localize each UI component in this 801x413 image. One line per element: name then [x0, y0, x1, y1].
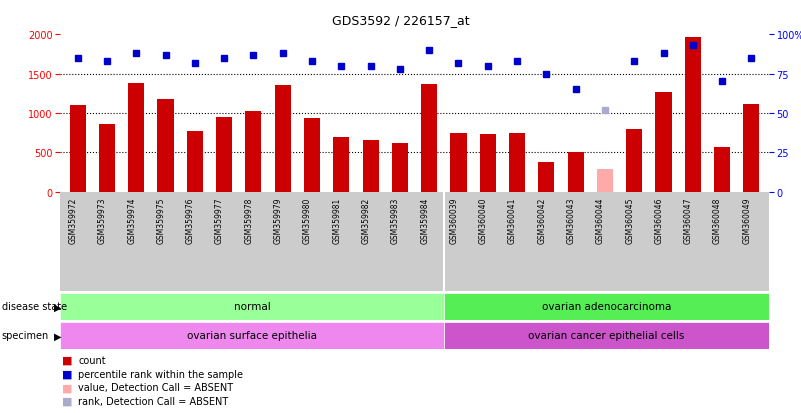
Text: GSM360039: GSM360039: [449, 197, 458, 243]
Bar: [655, 93, 671, 192]
Text: ovarian adenocarcinoma: ovarian adenocarcinoma: [541, 301, 671, 312]
Text: GSM360040: GSM360040: [479, 197, 488, 243]
Bar: [275, 86, 291, 192]
Text: GSM359983: GSM359983: [391, 197, 400, 243]
Bar: [245, 112, 261, 192]
Bar: [70, 106, 86, 192]
Text: GSM360049: GSM360049: [743, 197, 751, 243]
Text: normal: normal: [234, 301, 271, 312]
Text: ▶: ▶: [54, 301, 62, 312]
Text: GDS3592 / 226157_at: GDS3592 / 226157_at: [332, 14, 469, 27]
Bar: [685, 38, 701, 192]
Bar: [421, 85, 437, 192]
Text: GSM359984: GSM359984: [421, 197, 429, 243]
Text: GSM359975: GSM359975: [156, 197, 166, 243]
Text: GSM360043: GSM360043: [566, 197, 576, 243]
Bar: [714, 148, 731, 192]
Bar: [626, 129, 642, 192]
Text: GSM359982: GSM359982: [361, 197, 371, 243]
Bar: [363, 140, 379, 192]
Text: ▶: ▶: [54, 330, 62, 341]
Text: ■: ■: [62, 382, 73, 392]
Text: GSM359974: GSM359974: [127, 197, 136, 243]
Text: value, Detection Call = ABSENT: value, Detection Call = ABSENT: [78, 382, 234, 392]
Text: ■: ■: [62, 396, 73, 406]
Bar: [158, 100, 174, 192]
Text: rank, Detection Call = ABSENT: rank, Detection Call = ABSENT: [78, 396, 229, 406]
Text: count: count: [78, 355, 106, 365]
Bar: [444, 322, 769, 349]
Text: ovarian cancer epithelial cells: ovarian cancer epithelial cells: [529, 330, 685, 341]
Text: GSM360045: GSM360045: [626, 197, 634, 243]
Text: GSM360046: GSM360046: [654, 197, 663, 243]
Bar: [216, 117, 232, 192]
Bar: [509, 133, 525, 192]
Bar: [743, 105, 759, 192]
Text: disease state: disease state: [2, 301, 66, 312]
Bar: [480, 135, 496, 192]
Bar: [392, 143, 408, 192]
Bar: [450, 133, 466, 192]
Text: GSM359977: GSM359977: [215, 197, 224, 243]
Bar: [444, 293, 769, 320]
Bar: [568, 153, 584, 192]
Bar: [99, 125, 115, 192]
Text: ■: ■: [62, 355, 73, 365]
Text: GSM360047: GSM360047: [684, 197, 693, 243]
Bar: [597, 169, 613, 192]
Text: GSM359978: GSM359978: [244, 197, 253, 243]
Text: specimen: specimen: [2, 330, 49, 341]
Text: GSM360048: GSM360048: [713, 197, 722, 243]
Text: GSM359976: GSM359976: [186, 197, 195, 243]
Text: GSM359979: GSM359979: [274, 197, 283, 243]
Text: GSM360042: GSM360042: [537, 197, 546, 243]
Text: ovarian surface epithelia: ovarian surface epithelia: [187, 330, 317, 341]
Bar: [60, 322, 444, 349]
Text: GSM359972: GSM359972: [69, 197, 78, 243]
Bar: [187, 132, 203, 192]
Text: GSM359973: GSM359973: [98, 197, 107, 243]
Text: GSM360041: GSM360041: [508, 197, 517, 243]
Text: GSM359981: GSM359981: [332, 197, 341, 243]
Bar: [538, 162, 554, 192]
Bar: [304, 119, 320, 192]
Text: GSM359980: GSM359980: [303, 197, 312, 243]
Text: ■: ■: [62, 369, 73, 379]
Bar: [128, 84, 144, 192]
Text: GSM360044: GSM360044: [596, 197, 605, 243]
Text: percentile rank within the sample: percentile rank within the sample: [78, 369, 244, 379]
Bar: [333, 138, 349, 192]
Bar: [60, 293, 444, 320]
